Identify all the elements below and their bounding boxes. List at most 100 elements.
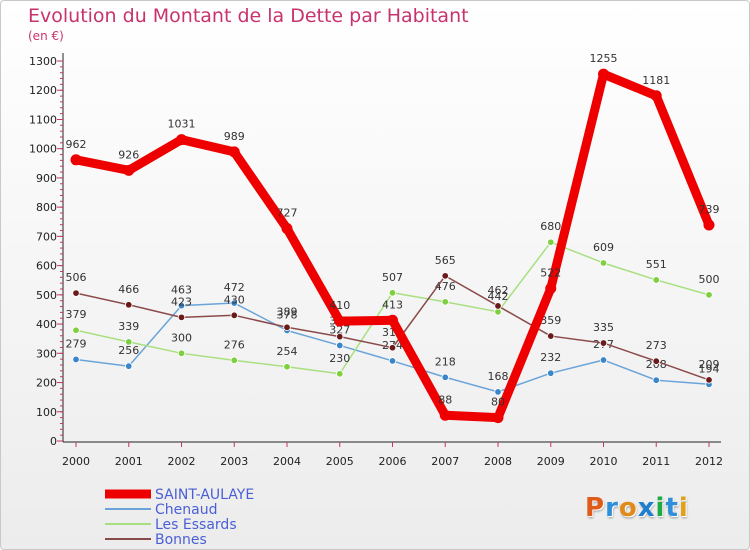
x-tick-label: 2007 [431, 455, 459, 468]
data-label-les-essards: 551 [646, 258, 667, 271]
data-label-bonnes: 273 [646, 339, 667, 352]
legend-label: Chenaud [155, 502, 217, 518]
data-label-bonnes: 506 [66, 271, 87, 284]
y-tick-label: 900 [36, 172, 57, 185]
data-label-chenaud: 472 [224, 281, 245, 294]
data-label-bonnes: 389 [277, 305, 298, 318]
y-tick-label: 500 [36, 289, 57, 302]
data-point-les-essards [441, 298, 449, 306]
data-point-bonnes [599, 339, 608, 347]
data-label-bonnes: 466 [118, 283, 139, 296]
logo-letter: i [678, 493, 689, 523]
data-label-chenaud: 256 [118, 344, 139, 357]
data-point-saint-aulaye [703, 219, 715, 231]
data-label-saint-aulaye: 1031 [168, 118, 196, 131]
data-point-bonnes [125, 301, 133, 309]
data-point-saint-aulaye [439, 409, 451, 421]
data-point-les-essards [177, 349, 186, 358]
data-point-chenaud [599, 356, 608, 364]
data-point-les-essards [599, 259, 608, 267]
data-point-les-essards [230, 356, 238, 365]
legend-label: Les Essards [155, 517, 237, 533]
data-label-les-essards: 339 [118, 320, 139, 333]
data-point-les-essards [547, 238, 555, 246]
data-point-bonnes [547, 332, 555, 340]
data-point-saint-aulaye [650, 90, 662, 102]
x-tick-label: 2001 [115, 455, 143, 468]
data-label-bonnes: 423 [171, 295, 192, 308]
data-point-bonnes [441, 272, 449, 280]
data-point-chenaud [652, 376, 660, 384]
data-point-saint-aulaye [70, 154, 82, 166]
data-point-chenaud [388, 357, 397, 365]
data-label-chenaud: 378 [277, 309, 298, 322]
y-tick-label: 1100 [29, 113, 57, 126]
y-tick-label: 100 [36, 406, 57, 419]
data-label-bonnes: 430 [224, 293, 245, 306]
data-label-les-essards: 276 [224, 338, 245, 351]
data-label-bonnes: 565 [435, 254, 456, 267]
y-tick-label: 0 [50, 435, 57, 448]
x-tick-label: 2009 [537, 455, 565, 468]
data-point-bonnes [177, 313, 186, 322]
proxiti-logo: Proxiti [585, 493, 689, 523]
y-tick-label: 800 [36, 201, 57, 214]
x-tick-label: 2012 [695, 455, 723, 468]
data-label-bonnes: 359 [540, 314, 561, 327]
data-point-bonnes [283, 323, 291, 331]
data-label-les-essards: 500 [699, 273, 720, 286]
x-tick-label: 2005 [326, 455, 354, 468]
data-label-chenaud: 232 [540, 351, 561, 364]
x-tick-label: 2002 [168, 455, 196, 468]
y-tick-label: 200 [36, 377, 57, 390]
y-tick-label: 1000 [29, 143, 57, 156]
data-point-chenaud [494, 388, 502, 396]
y-tick-label: 700 [36, 230, 57, 243]
x-tick-label: 2003 [220, 455, 248, 468]
data-label-chenaud: 279 [66, 337, 87, 350]
data-label-saint-aulaye: 413 [382, 298, 403, 311]
data-label-saint-aulaye: 727 [277, 206, 298, 219]
data-label-chenaud: 194 [699, 362, 720, 375]
x-tick-label: 2010 [590, 455, 618, 468]
data-label-saint-aulaye: 522 [540, 266, 561, 279]
legend-label: Bonnes [155, 532, 207, 548]
data-label-bonnes: 462 [488, 284, 509, 297]
data-label-les-essards: 379 [66, 308, 87, 321]
legend-label: SAINT-AULAYE [155, 487, 254, 503]
data-point-les-essards [283, 363, 291, 371]
data-point-les-essards [652, 276, 660, 284]
y-tick-label: 1200 [29, 84, 57, 97]
data-point-bonnes [336, 332, 344, 341]
data-label-saint-aulaye: 88 [438, 393, 452, 406]
x-tick-label: 2004 [273, 455, 301, 468]
data-point-les-essards [125, 338, 133, 346]
logo-letter: t [665, 493, 679, 523]
data-label-les-essards: 609 [593, 241, 614, 254]
data-label-bonnes: 335 [593, 321, 614, 334]
data-point-chenaud [230, 299, 238, 307]
data-point-chenaud [336, 341, 344, 350]
data-label-les-essards: 254 [277, 345, 298, 358]
data-point-bonnes [388, 344, 397, 352]
data-label-les-essards: 680 [540, 220, 561, 233]
data-point-bonnes [230, 311, 238, 320]
data-point-les-essards [72, 326, 80, 334]
data-point-chenaud [125, 362, 133, 370]
data-point-bonnes [494, 302, 502, 310]
data-point-les-essards [336, 370, 344, 378]
data-label-chenaud: 463 [171, 284, 192, 297]
data-label-les-essards: 507 [382, 271, 403, 284]
data-point-saint-aulaye [176, 134, 187, 146]
chart-title: Evolution du Montant de la Dette par Hab… [28, 5, 469, 27]
data-label-chenaud: 168 [488, 370, 509, 383]
y-tick-label: 600 [36, 260, 57, 273]
data-point-bonnes [705, 376, 713, 384]
data-label-saint-aulaye: 962 [66, 138, 87, 151]
data-label-saint-aulaye: 410 [329, 299, 350, 312]
data-point-saint-aulaye [598, 68, 609, 80]
data-label-saint-aulaye: 1181 [642, 74, 670, 87]
data-label-chenaud: 218 [435, 355, 456, 368]
data-point-saint-aulaye [492, 412, 504, 424]
data-point-chenaud [547, 369, 555, 377]
